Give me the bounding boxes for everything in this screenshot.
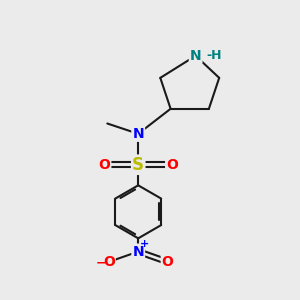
Text: O: O — [98, 158, 110, 172]
Text: N: N — [190, 49, 202, 63]
Text: N: N — [132, 244, 144, 259]
Text: +: + — [140, 239, 149, 249]
Text: O: O — [166, 158, 178, 172]
Text: O: O — [103, 255, 115, 269]
Text: N: N — [132, 127, 144, 141]
Text: −: − — [95, 257, 106, 270]
Text: S: S — [132, 156, 144, 174]
Text: -H: -H — [207, 49, 222, 62]
Text: O: O — [162, 255, 174, 269]
